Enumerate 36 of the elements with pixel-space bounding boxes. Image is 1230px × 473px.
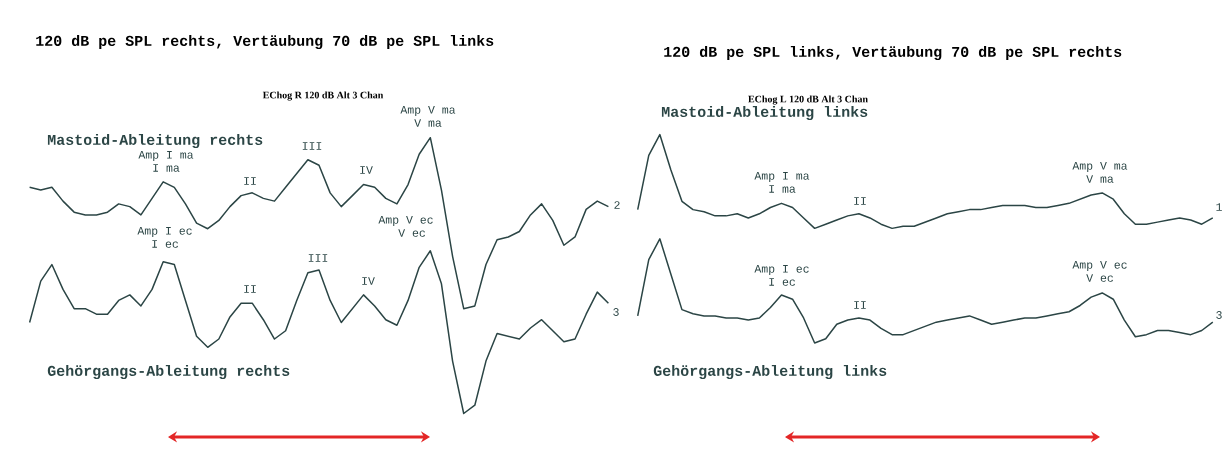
annotation: III [302,142,322,150]
annotation: V ec [398,229,425,237]
chart-title: 120 dB pe SPL rechts, Vertäubung 70 dB pe SPL links [36,34,494,50]
text: Mastoid-Ableitung rechts [47,133,263,149]
annotation: I ma [153,164,180,172]
text: Amp V ma [400,106,456,116]
annotation: Amp V ec [378,216,433,226]
annotation: I ma [769,185,796,193]
annotation: III [308,254,328,262]
text: V ma [414,119,442,127]
annotation: IV [360,166,373,174]
annotation: Amp I ma [138,151,194,161]
annotation: Amp I ec [754,265,809,275]
annotation: Amp I ec [137,227,192,237]
annotation: 3 [1216,311,1222,319]
annotation: 3 [613,308,619,316]
chart-subtitle: EChog L 120 dB Alt 3 Chan [748,95,868,105]
annotation: V ec [1086,274,1113,282]
annotation: I ec [152,240,178,248]
text: Gehörgangs-Ableitung links [653,364,887,380]
annotation: Amp V ec [1072,261,1127,271]
chart-subtitle: EChog R 120 dB Alt 3 Chan [262,91,384,101]
series-label: Gehörgangs-Ableitung rechts [47,364,290,380]
annotation: IV [362,277,375,285]
chart-title: 120 dB pe SPL links, Vertäubung 70 dB pe SPL rechts [664,45,1122,61]
annotation: Amp I ma [754,172,810,182]
text: 2 [614,201,620,209]
annotation: 1 [1216,203,1222,211]
annotation: V ma [1086,175,1114,183]
annotation: Amp V ma [1072,162,1128,172]
annotation: II [854,301,866,309]
annotation: I ec [769,278,795,286]
annotation: II [854,197,866,205]
series-label: Mastoid-Ableitung links [661,105,868,121]
annotation: II [244,177,256,185]
annotation: II [244,285,256,293]
